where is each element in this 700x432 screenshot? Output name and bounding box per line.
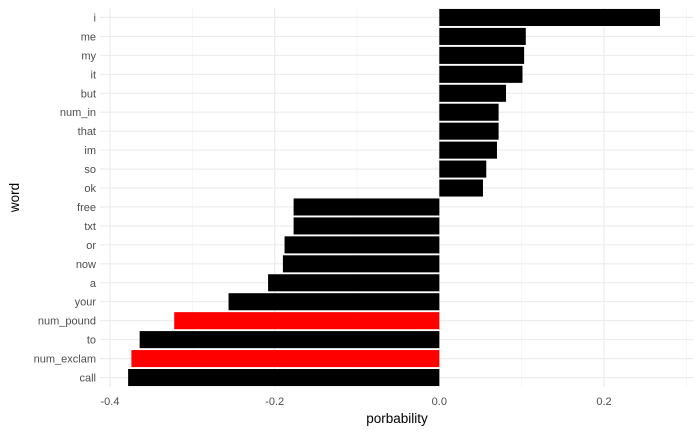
bar	[439, 103, 499, 121]
y-axis-title: word	[7, 183, 22, 213]
bar	[439, 179, 483, 197]
x-tick-labels: -0.4 -0.2 0.0 0.2	[101, 396, 612, 408]
bar	[228, 293, 440, 311]
grid-lines	[100, 8, 694, 387]
y-tick-label: me	[81, 31, 96, 43]
bar	[139, 331, 440, 349]
x-tick-label: 0.0	[432, 396, 447, 408]
y-tick-label: that	[78, 126, 96, 138]
bars	[128, 8, 660, 387]
y-tick-label: or	[86, 240, 96, 252]
y-tick-label: now	[76, 259, 96, 271]
bar	[439, 65, 523, 83]
x-tick-label: -0.2	[265, 396, 284, 408]
y-tick-label: so	[84, 164, 96, 176]
y-tick-label: im	[84, 145, 96, 157]
x-tick-label: -0.4	[101, 396, 120, 408]
bar	[439, 160, 487, 178]
bar	[439, 141, 497, 159]
bar	[439, 46, 525, 64]
y-tick-label: to	[87, 335, 96, 347]
bar	[439, 122, 499, 140]
y-tick-label: num_in	[60, 107, 96, 119]
y-tick-label: ok	[84, 183, 96, 195]
bar	[131, 350, 440, 368]
bar	[128, 368, 440, 387]
y-tick-label: it	[91, 69, 97, 81]
y-tick-label: a	[90, 278, 97, 290]
y-tick-label: free	[77, 202, 96, 214]
bar	[439, 84, 507, 102]
bar	[439, 8, 660, 27]
y-tick-label: your	[75, 297, 97, 309]
bar	[282, 255, 440, 273]
bar	[174, 312, 440, 330]
bar	[268, 274, 440, 292]
y-tick-label: my	[81, 50, 96, 62]
y-tick-label: call	[79, 373, 96, 385]
bar	[293, 198, 440, 216]
x-axis-title: porbability	[366, 411, 428, 426]
x-tick-label: 0.2	[596, 396, 611, 408]
y-tick-label: num_exclam	[34, 354, 96, 366]
y-tick-label: txt	[84, 221, 96, 233]
bar	[293, 217, 440, 235]
bar	[439, 27, 526, 45]
y-tick-label: but	[81, 88, 96, 100]
y-tick-label: num_pound	[38, 316, 96, 328]
bar	[284, 236, 440, 254]
y-tick-label: i	[94, 12, 96, 24]
